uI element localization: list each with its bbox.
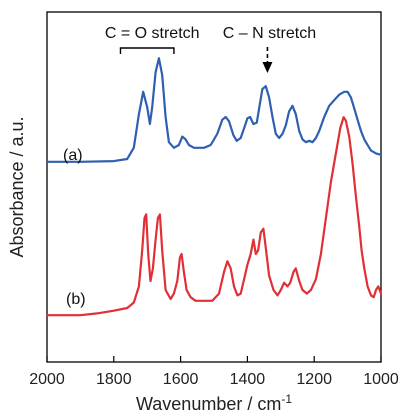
x-tick-label-1400: 1400 — [230, 371, 266, 388]
x-tick-label-1800: 1800 — [96, 371, 132, 388]
x-axis-title-sup: -1 — [281, 392, 292, 406]
y-axis-title: Absorbance / a.u. — [7, 116, 27, 257]
plot-frame — [46, 11, 382, 363]
x-tick-label-1000: 1000 — [363, 371, 399, 388]
x-tick-label-1200: 1200 — [296, 371, 332, 388]
x-axis-ticks: 2000 1800 1600 1400 1200 1000 — [29, 356, 399, 388]
cn-stretch-arrowhead — [262, 62, 273, 73]
co-stretch-label: C = O stretch — [105, 25, 200, 42]
cn-stretch-label: C – N stretch — [223, 25, 316, 42]
co-stretch-bracket — [119, 47, 175, 54]
series-line-a — [45, 57, 383, 163]
series-line-b — [45, 116, 383, 317]
series-label-a: (a) — [63, 147, 83, 164]
x-tick-label-1600: 1600 — [163, 371, 199, 388]
x-axis-title: Wavenumber / cm-1 — [136, 392, 292, 414]
series-label-b: (b) — [66, 291, 86, 308]
x-tick-label-2000: 2000 — [29, 371, 65, 388]
x-axis-title-main: Wavenumber / cm — [136, 394, 281, 414]
